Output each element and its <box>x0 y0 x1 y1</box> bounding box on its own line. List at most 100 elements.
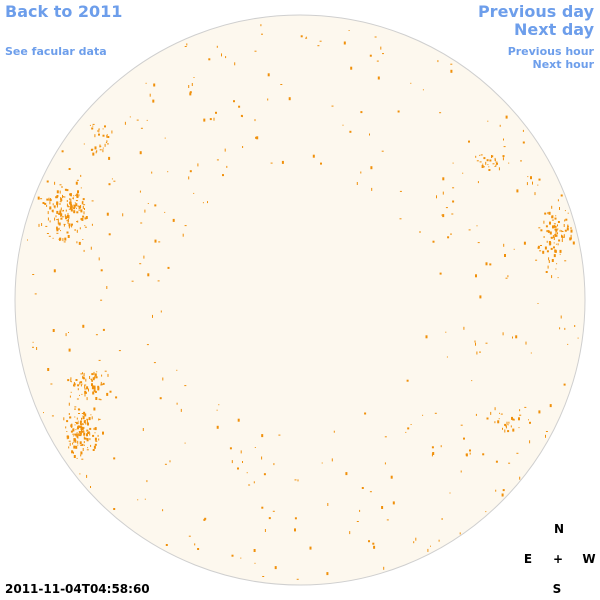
facula <box>261 33 263 35</box>
facula <box>300 35 303 38</box>
facula <box>152 314 153 318</box>
facula <box>74 416 76 418</box>
facula <box>202 202 204 204</box>
facula <box>561 230 563 233</box>
facula <box>63 196 66 198</box>
next-hour-link[interactable]: Next hour <box>532 58 595 71</box>
facula <box>68 217 70 219</box>
facula <box>186 43 188 46</box>
next-day-link[interactable]: Next day <box>514 20 594 39</box>
facula <box>66 436 68 440</box>
facula <box>59 190 61 194</box>
facula <box>268 517 271 520</box>
facula <box>559 249 562 253</box>
facula <box>261 506 264 509</box>
facula <box>56 201 59 205</box>
facula <box>233 100 235 103</box>
facula <box>557 228 559 230</box>
facula <box>106 140 108 143</box>
facula <box>491 155 494 158</box>
facula <box>84 413 87 417</box>
facula <box>67 206 70 208</box>
facula <box>422 89 424 91</box>
facula <box>452 162 454 164</box>
facula <box>80 174 82 177</box>
facula <box>468 140 470 143</box>
facula <box>27 239 28 241</box>
facula <box>397 110 400 113</box>
facular-link[interactable]: See facular data <box>5 45 107 58</box>
facula <box>442 191 444 195</box>
facula <box>494 166 496 167</box>
facula <box>288 97 291 101</box>
facula <box>79 227 81 230</box>
facula <box>507 275 509 278</box>
facula <box>234 62 236 66</box>
facula <box>570 234 572 238</box>
facula <box>73 204 75 207</box>
facula <box>564 260 567 262</box>
facula <box>38 223 40 227</box>
facula <box>154 239 157 243</box>
facula <box>68 413 70 415</box>
facula <box>577 337 579 339</box>
facula <box>518 427 520 429</box>
facula <box>468 229 471 231</box>
facula <box>146 480 148 483</box>
facula <box>76 179 79 181</box>
facula <box>54 181 56 185</box>
facula <box>49 199 52 202</box>
facula <box>91 379 93 382</box>
facula <box>508 462 511 464</box>
facula <box>374 36 377 38</box>
facula <box>58 212 61 215</box>
solar-disk <box>14 14 586 586</box>
compass-north: N <box>553 522 565 536</box>
facula <box>221 53 222 57</box>
facula <box>75 203 78 207</box>
back-link[interactable]: Back to 2011 <box>5 2 123 21</box>
facula <box>81 423 82 426</box>
facula <box>545 225 548 228</box>
facula <box>530 176 532 180</box>
facula <box>98 128 100 131</box>
facula <box>61 186 63 188</box>
facula <box>84 390 87 394</box>
facula <box>348 30 350 31</box>
facula <box>97 388 100 391</box>
facula <box>427 548 429 552</box>
facula <box>360 111 363 114</box>
facula <box>32 346 34 348</box>
facula <box>102 149 104 153</box>
facula <box>447 236 450 239</box>
facula <box>74 421 77 423</box>
facula <box>342 124 344 126</box>
facula <box>425 335 428 339</box>
facula <box>83 249 85 252</box>
facula <box>95 440 98 442</box>
previous-hour-link[interactable]: Previous hour <box>507 45 594 58</box>
facula <box>544 246 547 250</box>
facula <box>386 519 389 521</box>
facula <box>407 427 410 430</box>
facula <box>59 184 62 186</box>
facula <box>107 373 109 377</box>
facula <box>67 221 69 224</box>
facula <box>91 127 94 130</box>
facula <box>70 425 72 427</box>
facula <box>477 242 480 244</box>
facula <box>562 236 565 238</box>
facula <box>262 576 265 577</box>
facula <box>34 293 37 295</box>
previous-day-link[interactable]: Previous day <box>477 2 594 21</box>
facula <box>70 379 72 382</box>
facula <box>73 382 75 384</box>
facula <box>495 489 497 492</box>
facula <box>331 105 334 107</box>
facula <box>102 382 105 385</box>
facula <box>67 215 70 219</box>
facula <box>106 143 109 145</box>
facula <box>557 221 560 223</box>
facula <box>485 161 487 165</box>
facula <box>506 421 508 425</box>
